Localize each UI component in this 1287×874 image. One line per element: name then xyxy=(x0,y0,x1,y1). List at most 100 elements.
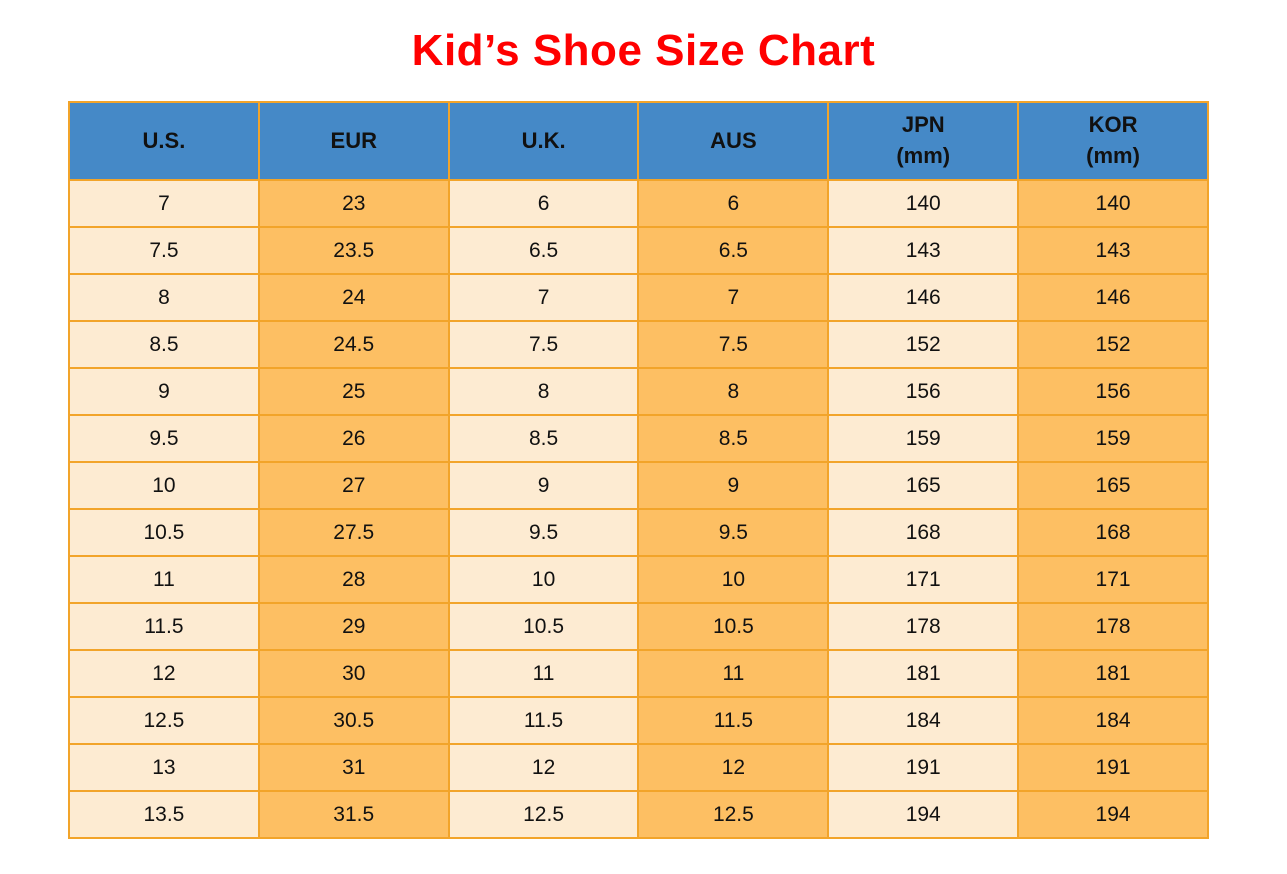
table-cell-aus: 10.5 xyxy=(637,602,830,651)
table-cell-kor: 156 xyxy=(1017,367,1209,416)
table-cell-us: 10.5 xyxy=(68,508,260,557)
table-cell-uk: 11 xyxy=(447,649,640,698)
table-row: 12 30 11 11 181 181 xyxy=(68,649,1209,698)
table-row: 7 23 6 6 140 140 xyxy=(68,179,1209,228)
table-cell-kor: 171 xyxy=(1017,555,1209,604)
table-cell-jpn: 143 xyxy=(827,226,1020,275)
table-cell-eur: 30 xyxy=(257,649,450,698)
table-cell-eur: 31.5 xyxy=(257,790,450,839)
table-header: U.S. EUR U.K. AUS JPN (mm) KOR (mm) xyxy=(68,101,1209,181)
column-header-label: U.K. xyxy=(521,127,566,153)
table-row: 11 28 10 10 171 171 xyxy=(68,555,1209,604)
table-cell-eur: 23.5 xyxy=(257,226,450,275)
table-cell-kor: 165 xyxy=(1017,461,1209,510)
column-header-uk: U.K. xyxy=(447,101,640,181)
table-row: 13 31 12 12 191 191 xyxy=(68,743,1209,792)
table-cell-jpn: 178 xyxy=(827,602,1020,651)
table-cell-jpn: 159 xyxy=(827,414,1020,463)
table-cell-uk: 10 xyxy=(447,555,640,604)
table-cell-kor: 140 xyxy=(1017,179,1209,228)
table-cell-uk: 8.5 xyxy=(447,414,640,463)
table-cell-us: 13 xyxy=(68,743,260,792)
table-cell-aus: 6 xyxy=(637,179,830,228)
table-cell-jpn: 191 xyxy=(827,743,1020,792)
table-cell-uk: 8 xyxy=(447,367,640,416)
table-cell-kor: 159 xyxy=(1017,414,1209,463)
table-cell-uk: 9.5 xyxy=(447,508,640,557)
column-header-label: KOR xyxy=(1088,112,1138,138)
table-cell-uk: 12 xyxy=(447,743,640,792)
table-cell-eur: 25 xyxy=(257,367,450,416)
table-cell-us: 9.5 xyxy=(68,414,260,463)
column-header-label: EUR xyxy=(330,127,377,153)
table-cell-us: 11 xyxy=(68,555,260,604)
table-row: 9.5 26 8.5 8.5 159 159 xyxy=(68,414,1209,463)
table-cell-uk: 12.5 xyxy=(447,790,640,839)
table-cell-eur: 23 xyxy=(257,179,450,228)
table-cell-kor: 194 xyxy=(1017,790,1209,839)
table-cell-aus: 11.5 xyxy=(637,696,830,745)
table-cell-us: 7.5 xyxy=(68,226,260,275)
table-row: 13.5 31.5 12.5 12.5 194 194 xyxy=(68,790,1209,839)
column-header-label: JPN xyxy=(901,112,945,138)
page: { "chart_data": { "type": "table", "titl… xyxy=(0,26,1287,874)
table-cell-uk: 10.5 xyxy=(447,602,640,651)
table-cell-jpn: 146 xyxy=(827,273,1020,322)
column-header-kor: KOR (mm) xyxy=(1017,101,1209,181)
table-cell-jpn: 181 xyxy=(827,649,1020,698)
column-header-eur: EUR xyxy=(257,101,450,181)
table-cell-aus: 8.5 xyxy=(637,414,830,463)
table-cell-jpn: 194 xyxy=(827,790,1020,839)
table-cell-jpn: 168 xyxy=(827,508,1020,557)
table-cell-kor: 146 xyxy=(1017,273,1209,322)
page-title: Kid’s Shoe Size Chart xyxy=(411,26,876,75)
table-cell-aus: 9.5 xyxy=(637,508,830,557)
table-row: 8 24 7 7 146 146 xyxy=(68,273,1209,322)
table-cell-us: 13.5 xyxy=(68,790,260,839)
table-cell-uk: 7.5 xyxy=(447,320,640,369)
table-cell-eur: 24.5 xyxy=(257,320,450,369)
table-cell-aus: 12.5 xyxy=(637,790,830,839)
table-row: 10 27 9 9 165 165 xyxy=(68,461,1209,510)
table-cell-us: 12 xyxy=(68,649,260,698)
table-cell-us: 10 xyxy=(68,461,260,510)
table-row: 7.5 23.5 6.5 6.5 143 143 xyxy=(68,226,1209,275)
shoe-size-table: U.S. EUR U.K. AUS JPN (mm) KOR (mm) 7 23 6 6 140 140… xyxy=(68,101,1209,839)
table-cell-us: 8.5 xyxy=(68,320,260,369)
table-cell-eur: 31 xyxy=(257,743,450,792)
column-header-label: (mm) xyxy=(896,143,951,168)
table-cell-kor: 184 xyxy=(1017,696,1209,745)
table-cell-kor: 143 xyxy=(1017,226,1209,275)
table-cell-aus: 9 xyxy=(637,461,830,510)
column-header-jpn: JPN (mm) xyxy=(827,101,1020,181)
table-cell-uk: 11.5 xyxy=(447,696,640,745)
table-cell-jpn: 184 xyxy=(827,696,1020,745)
table-cell-uk: 9 xyxy=(447,461,640,510)
table-cell-jpn: 140 xyxy=(827,179,1020,228)
table-cell-aus: 12 xyxy=(637,743,830,792)
column-header-aus: AUS xyxy=(637,101,830,181)
table-cell-us: 8 xyxy=(68,273,260,322)
table-row: 12.5 30.5 11.5 11.5 184 184 xyxy=(68,696,1209,745)
table-cell-eur: 29 xyxy=(257,602,450,651)
table-cell-kor: 152 xyxy=(1017,320,1209,369)
table-row: 11.5 29 10.5 10.5 178 178 xyxy=(68,602,1209,651)
table-cell-jpn: 156 xyxy=(827,367,1020,416)
table-cell-kor: 191 xyxy=(1017,743,1209,792)
table-cell-jpn: 171 xyxy=(827,555,1020,604)
table-cell-aus: 10 xyxy=(637,555,830,604)
table-cell-aus: 7.5 xyxy=(637,320,830,369)
table-cell-jpn: 165 xyxy=(827,461,1020,510)
table-cell-aus: 7 xyxy=(637,273,830,322)
table-cell-uk: 7 xyxy=(447,273,640,322)
table-cell-kor: 178 xyxy=(1017,602,1209,651)
table-cell-eur: 24 xyxy=(257,273,450,322)
table-cell-eur: 28 xyxy=(257,555,450,604)
table-body: 7 23 6 6 140 140 7.5 23.5 6.5 6.5 143 143 8 24 7 7 146 14… xyxy=(68,179,1209,839)
table-cell-eur: 30.5 xyxy=(257,696,450,745)
table-cell-eur: 27.5 xyxy=(257,508,450,557)
table-cell-kor: 168 xyxy=(1017,508,1209,557)
column-header-us: U.S. xyxy=(68,101,260,181)
table-cell-eur: 26 xyxy=(257,414,450,463)
table-cell-aus: 8 xyxy=(637,367,830,416)
